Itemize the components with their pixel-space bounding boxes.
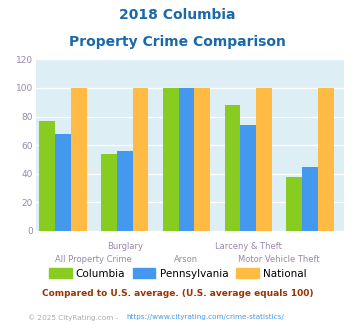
Text: Compared to U.S. average. (U.S. average equals 100): Compared to U.S. average. (U.S. average … [42, 289, 313, 298]
Bar [179, 88, 195, 231]
Bar [318, 88, 334, 231]
Bar [302, 167, 318, 231]
Text: Arson: Arson [174, 255, 198, 264]
Bar [240, 125, 256, 231]
Bar [133, 88, 148, 231]
Text: All Property Crime: All Property Crime [55, 255, 132, 264]
Bar [195, 88, 210, 231]
Text: https://www.cityrating.com/crime-statistics/: https://www.cityrating.com/crime-statist… [126, 314, 284, 320]
Bar [163, 88, 179, 231]
Bar [101, 154, 117, 231]
Bar [39, 121, 55, 231]
Bar [117, 151, 133, 231]
Legend: Columbia, Pennsylvania, National: Columbia, Pennsylvania, National [44, 264, 311, 283]
Bar [225, 105, 240, 231]
Bar [256, 88, 272, 231]
Text: Property Crime Comparison: Property Crime Comparison [69, 35, 286, 49]
Bar [286, 177, 302, 231]
Text: Burglary: Burglary [107, 242, 143, 251]
Text: 2018 Columbia: 2018 Columbia [119, 8, 236, 22]
Text: © 2025 CityRating.com -: © 2025 CityRating.com - [28, 314, 121, 321]
Bar [71, 88, 87, 231]
Text: Motor Vehicle Theft: Motor Vehicle Theft [238, 255, 320, 264]
Bar [55, 134, 71, 231]
Text: Larceny & Theft: Larceny & Theft [215, 242, 282, 251]
